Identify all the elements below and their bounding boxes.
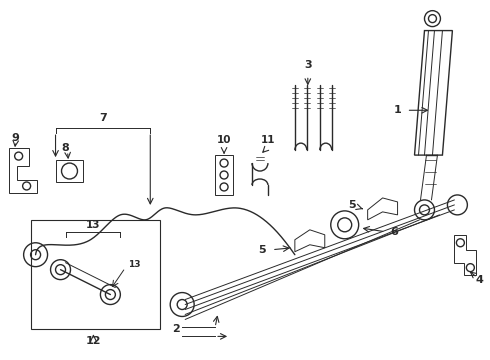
Bar [215, 155, 233, 195]
Text: 1: 1 [393, 105, 401, 115]
Text: 4: 4 [475, 275, 483, 285]
Bar [55, 160, 83, 182]
Text: 5: 5 [258, 245, 266, 255]
Text: 5: 5 [348, 200, 356, 210]
Text: 2: 2 [172, 324, 180, 334]
Text: 7: 7 [99, 113, 107, 123]
Text: 3: 3 [304, 60, 312, 71]
Text: 6: 6 [391, 227, 398, 237]
Text: 13: 13 [86, 220, 100, 230]
Text: 8: 8 [62, 143, 70, 153]
Text: 13: 13 [128, 260, 141, 269]
Text: 11: 11 [261, 135, 275, 145]
Text: 9: 9 [12, 133, 20, 143]
Bar [30, 220, 160, 329]
Text: 12: 12 [86, 336, 101, 346]
Text: 10: 10 [217, 135, 231, 145]
